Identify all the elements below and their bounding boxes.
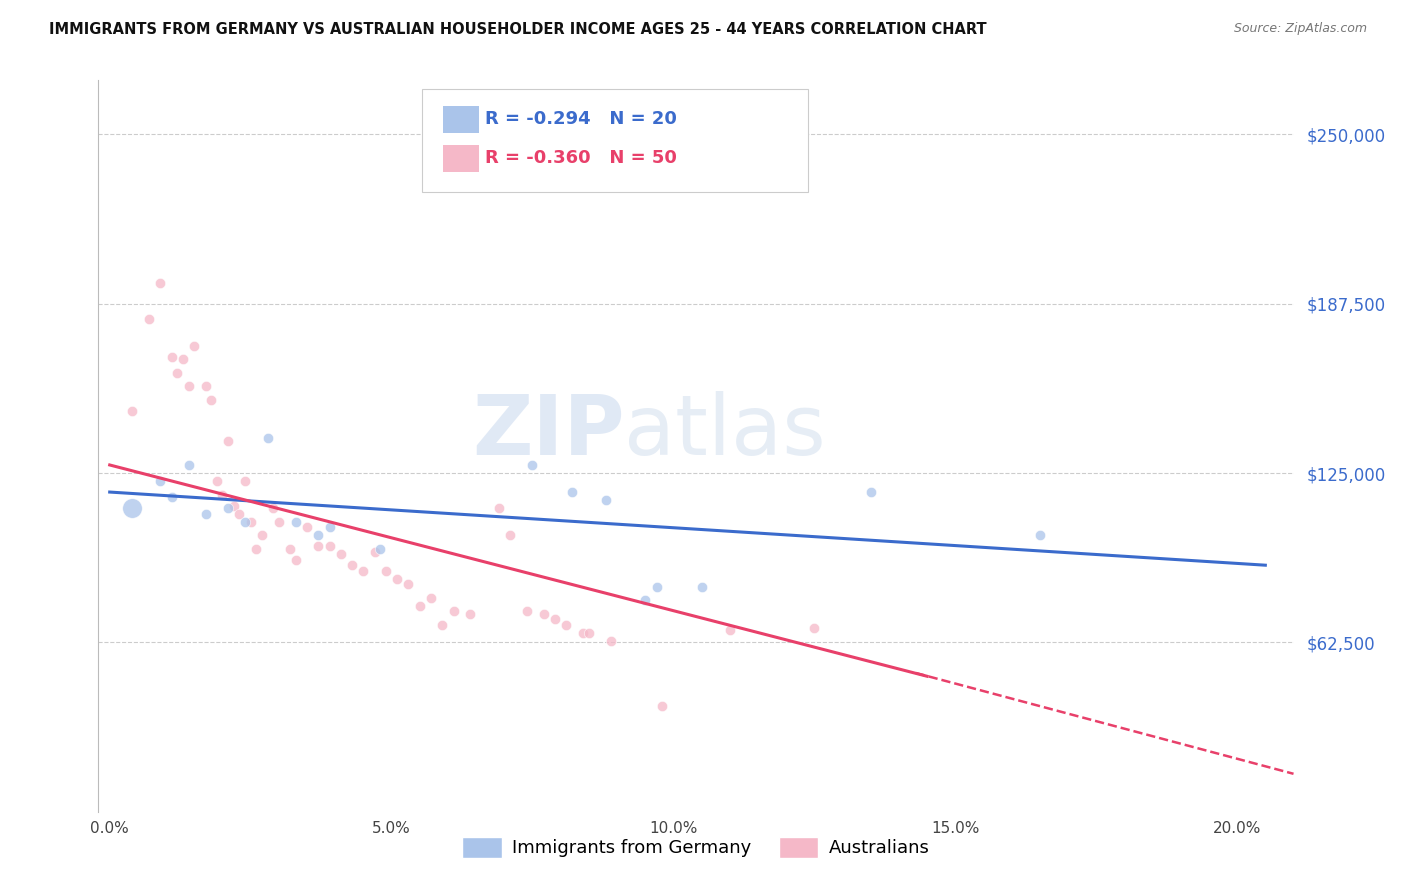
Point <box>600 634 623 648</box>
Point <box>859 485 882 500</box>
Point <box>250 528 273 542</box>
Point <box>307 539 329 553</box>
Point <box>160 350 183 364</box>
Point <box>278 541 301 556</box>
Point <box>803 620 825 634</box>
Point <box>398 577 420 591</box>
Point <box>194 379 217 393</box>
Point <box>645 580 668 594</box>
Point <box>522 458 544 472</box>
Point <box>205 474 228 488</box>
Point <box>222 499 245 513</box>
Point <box>516 604 538 618</box>
Point <box>295 520 318 534</box>
Point <box>318 539 340 553</box>
Text: ZIP: ZIP <box>472 391 624 472</box>
Point <box>363 544 385 558</box>
Point <box>166 366 188 380</box>
Point <box>443 604 465 618</box>
Legend: Immigrants from Germany, Australians: Immigrants from Germany, Australians <box>454 830 938 865</box>
Text: IMMIGRANTS FROM GERMANY VS AUSTRALIAN HOUSEHOLDER INCOME AGES 25 - 44 YEARS CORR: IMMIGRANTS FROM GERMANY VS AUSTRALIAN HO… <box>49 22 987 37</box>
Point <box>409 599 432 613</box>
Point <box>634 593 657 607</box>
Point <box>121 404 143 418</box>
Point <box>233 474 256 488</box>
Point <box>138 311 160 326</box>
Point <box>177 458 200 472</box>
Point <box>385 572 409 586</box>
Point <box>651 699 673 714</box>
Point <box>572 626 595 640</box>
Point <box>149 277 172 291</box>
Point <box>368 541 391 556</box>
Point <box>172 352 194 367</box>
Point <box>245 541 267 556</box>
Point <box>561 485 583 500</box>
Point <box>488 501 510 516</box>
Point <box>329 547 352 561</box>
Point <box>544 612 567 626</box>
Point <box>284 553 307 567</box>
Point <box>217 434 239 448</box>
Point <box>228 507 250 521</box>
Point <box>233 515 256 529</box>
Point <box>239 515 262 529</box>
Point <box>121 501 143 516</box>
Point <box>307 528 329 542</box>
Point <box>374 564 396 578</box>
Point <box>262 501 284 516</box>
Text: R = -0.360   N = 50: R = -0.360 N = 50 <box>485 149 676 167</box>
Point <box>256 431 278 445</box>
Point <box>267 515 290 529</box>
Point <box>217 501 239 516</box>
Point <box>340 558 363 573</box>
Point <box>718 624 741 638</box>
Point <box>690 580 713 594</box>
Point <box>200 392 222 407</box>
Point <box>183 339 205 353</box>
Point <box>352 564 374 578</box>
Point <box>194 507 217 521</box>
Point <box>318 520 340 534</box>
Point <box>211 488 233 502</box>
Text: R = -0.294   N = 20: R = -0.294 N = 20 <box>485 110 676 128</box>
Text: atlas: atlas <box>624 391 825 472</box>
Text: Source: ZipAtlas.com: Source: ZipAtlas.com <box>1233 22 1367 36</box>
Point <box>420 591 443 605</box>
Point <box>555 617 578 632</box>
Point <box>1029 528 1052 542</box>
Point <box>595 493 617 508</box>
Point <box>432 617 454 632</box>
Point <box>533 607 555 621</box>
Point <box>460 607 482 621</box>
Point <box>578 626 600 640</box>
Point <box>284 515 307 529</box>
Point <box>177 379 200 393</box>
Point <box>160 491 183 505</box>
Point <box>499 528 522 542</box>
Point <box>149 474 172 488</box>
